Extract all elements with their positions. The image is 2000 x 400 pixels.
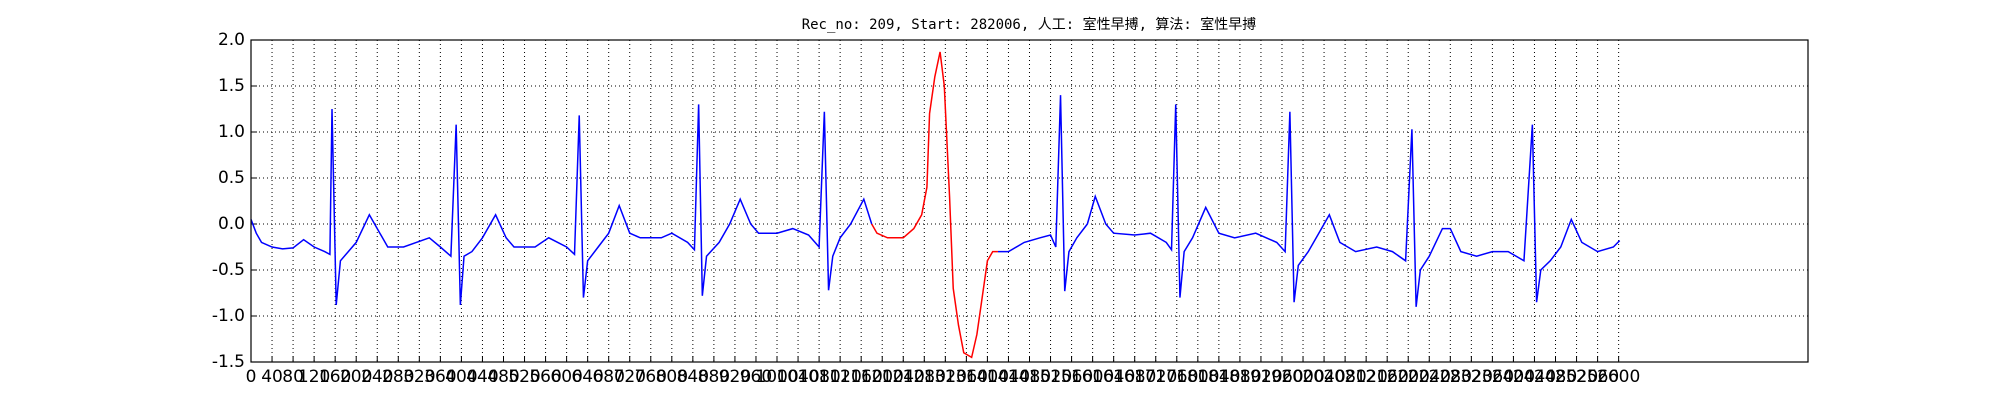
x-tick-label: 1160	[840, 367, 883, 387]
x-tick-label: 1280	[903, 367, 946, 387]
x-tick-label: 800	[656, 367, 688, 387]
x-tick-label: 1840	[1197, 367, 1240, 387]
x-tick-label: 2040	[1302, 367, 1345, 387]
x-tick-label: 360	[424, 367, 456, 387]
x-tick-label: 1960	[1260, 367, 1303, 387]
x-tick-label: 1440	[987, 367, 1030, 387]
x-tick-label: 1640	[1092, 367, 1135, 387]
x-tick-label: 40	[261, 367, 283, 387]
x-tick-label: 920	[719, 367, 751, 387]
x-tick-label: 640	[571, 367, 603, 387]
x-tick-label: 1560	[1050, 367, 1093, 387]
x-tick-label: 520	[508, 367, 540, 387]
x-tick-label: 1080	[797, 367, 840, 387]
x-tick-label: 2280	[1429, 367, 1472, 387]
x-tick-label: 1240	[882, 367, 925, 387]
y-tick-label: -1.5	[212, 352, 245, 372]
x-tick-label: 2240	[1408, 367, 1451, 387]
x-tick-label: 1360	[945, 367, 988, 387]
x-tick-label: 2320	[1450, 367, 1493, 387]
x-tick-label: 120	[298, 367, 330, 387]
x-tick-label: 880	[698, 367, 730, 387]
x-tick-label: 760	[635, 367, 667, 387]
axes-frame	[250, 39, 1809, 363]
x-tick-label: 160	[319, 367, 351, 387]
x-tick-label: 80	[282, 367, 304, 387]
x-tick-label: 2600	[1597, 367, 1640, 387]
x-tick-label: 1320	[924, 367, 967, 387]
x-tick-label: 280	[382, 367, 414, 387]
x-tick-label: 1920	[1239, 367, 1282, 387]
y-tick-label: 0.0	[218, 214, 245, 234]
x-tick-label: 2160	[1366, 367, 1409, 387]
x-tick-label: 680	[592, 367, 624, 387]
x-tick-label: 1040	[776, 367, 819, 387]
x-tick-label: 2200	[1387, 367, 1430, 387]
y-tick-label: 0.5	[218, 168, 245, 188]
x-tick-label: 2360	[1471, 367, 1514, 387]
x-tick-label: 1720	[1134, 367, 1177, 387]
ecg-line	[250, 95, 1621, 307]
x-tick-label: 240	[361, 367, 393, 387]
x-tick-label: 0	[246, 367, 257, 387]
y-tick-label: -1.0	[212, 306, 245, 326]
x-tick-label: 2000	[1281, 367, 1324, 387]
ecg-line	[871, 51, 998, 359]
y-tick-label: 1.5	[218, 76, 245, 96]
x-tick-label: 1680	[1113, 367, 1156, 387]
x-tick-label: 600	[550, 367, 582, 387]
x-tick-label: 720	[614, 367, 646, 387]
x-tick-label: 320	[403, 367, 435, 387]
y-tick-label: -0.5	[212, 260, 245, 280]
x-tick-label: 200	[340, 367, 372, 387]
x-tick-label: 2400	[1492, 367, 1535, 387]
x-tick-label: 1200	[861, 367, 904, 387]
x-tick-label: 1600	[1071, 367, 1114, 387]
x-tick-label: 1800	[1176, 367, 1219, 387]
x-tick-label: 2520	[1555, 367, 1598, 387]
x-tick-label: 440	[466, 367, 498, 387]
x-tick-label: 2560	[1576, 367, 1619, 387]
x-tick-label: 960	[740, 367, 772, 387]
x-tick-label: 1120	[819, 367, 862, 387]
x-tick-label: 480	[487, 367, 519, 387]
x-tick-label: 1880	[1218, 367, 1261, 387]
y-tick-label: 2.0	[218, 30, 245, 50]
x-tick-label: 2080	[1323, 367, 1366, 387]
x-tick-label: 560	[529, 367, 561, 387]
x-tick-label: 1000	[755, 367, 798, 387]
x-tick-label: 400	[445, 367, 477, 387]
x-tick-label: 2120	[1345, 367, 1388, 387]
x-tick-label: 1480	[1008, 367, 1051, 387]
chart-title: Rec_no: 209, Start: 282006, 人工: 室性早搏, 算法…	[802, 16, 1257, 33]
x-tick-label: 1520	[1029, 367, 1072, 387]
x-tick-label: 840	[677, 367, 709, 387]
x-tick-label: 2440	[1513, 367, 1556, 387]
y-tick-label: 1.0	[218, 122, 245, 142]
x-tick-label: 2480	[1534, 367, 1577, 387]
x-tick-label: 1760	[1155, 367, 1198, 387]
x-tick-label: 1400	[966, 367, 1009, 387]
